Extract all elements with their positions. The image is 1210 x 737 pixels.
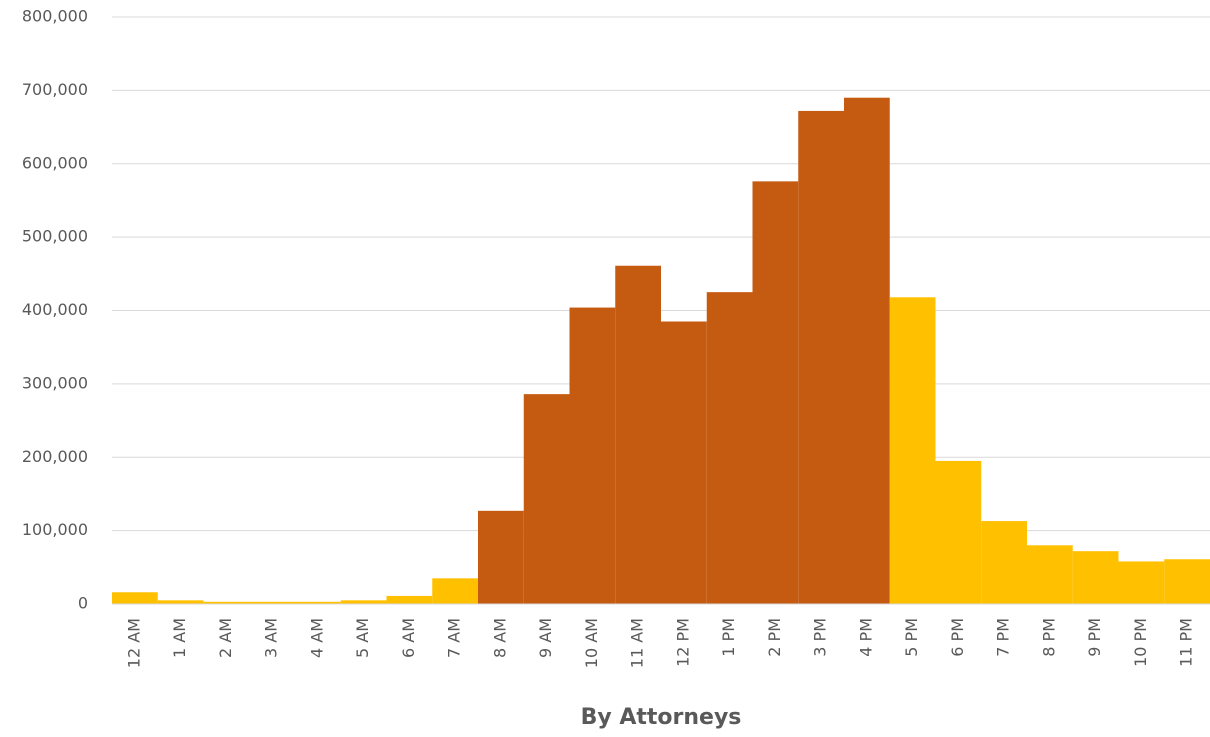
x-tick-label: 7 AM (445, 618, 464, 658)
bar (981, 521, 1027, 604)
x-tick-label: 3 PM (811, 618, 830, 657)
x-tick-label: 6 PM (948, 618, 967, 657)
y-tick-label: 100,000 (22, 520, 88, 539)
x-tick-label: 9 PM (1085, 618, 1104, 657)
y-tick-label: 800,000 (22, 7, 88, 26)
x-tick-label: 12 PM (673, 618, 692, 667)
x-tick-label: 1 PM (719, 618, 738, 657)
x-tick-label: 11 AM (628, 618, 647, 668)
x-tick-label: 2 AM (216, 618, 235, 658)
x-axis-label: By Attorneys (581, 705, 742, 730)
bar (157, 600, 204, 604)
y-tick-label: 400,000 (22, 300, 88, 319)
bar (569, 307, 616, 604)
x-tick-label: 12 AM (124, 618, 143, 668)
bar (478, 510, 524, 604)
y-tick-label: 300,000 (22, 373, 88, 392)
bar (935, 460, 982, 604)
bar (661, 321, 707, 604)
x-tick-label: 4 AM (307, 618, 326, 658)
x-tick-label: 10 PM (1131, 618, 1150, 667)
bar (295, 601, 341, 604)
bar (432, 578, 478, 604)
y-tick-label: 600,000 (22, 153, 88, 172)
x-tick-label: 8 AM (490, 618, 509, 658)
bar (203, 601, 250, 604)
y-tick-label: 500,000 (22, 227, 88, 246)
bar (112, 592, 158, 604)
bar (615, 265, 661, 604)
x-tick-label: 7 PM (994, 618, 1013, 657)
bar (798, 110, 844, 605)
x-tick-label: 4 PM (856, 618, 875, 657)
x-tick-label: 1 AM (170, 618, 189, 658)
x-tick-label: 5 AM (353, 618, 372, 658)
x-tick-label: 6 AM (399, 618, 418, 658)
x-tick-label: 8 PM (1039, 618, 1058, 657)
bar (1027, 545, 1073, 604)
bar (706, 292, 753, 604)
bar (249, 601, 295, 604)
bar (844, 97, 890, 605)
y-tick-label: 700,000 (22, 80, 88, 99)
x-tick-label: 3 AM (262, 618, 281, 658)
x-tick-label: 10 AM (582, 618, 601, 668)
y-tick-label: 0 (78, 594, 88, 613)
bar (1164, 559, 1210, 604)
bar (1118, 561, 1165, 604)
x-tick-label: 5 PM (902, 618, 921, 657)
bar (523, 394, 570, 604)
bar (889, 297, 936, 604)
bar (752, 181, 799, 605)
x-tick-label: 11 PM (1177, 618, 1196, 667)
x-tick-label: 2 PM (765, 618, 784, 657)
bar (1072, 551, 1119, 604)
x-tick-label: 9 AM (536, 618, 555, 658)
bar (340, 600, 387, 604)
bar (386, 595, 433, 604)
y-tick-label: 200,000 (22, 447, 88, 466)
